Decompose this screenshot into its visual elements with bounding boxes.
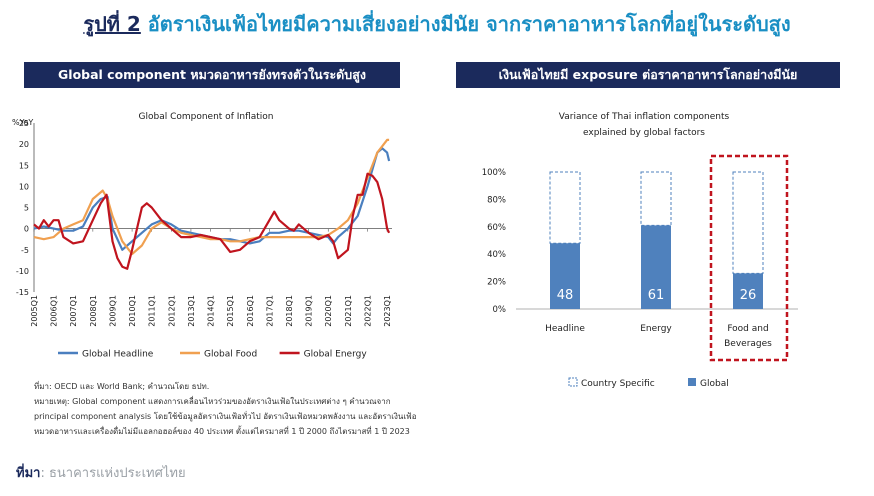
left-note-line-3: หมวดอาหารและเครื่องดื่มไม่มีแอลกอฮอล์ของ…: [34, 427, 410, 436]
bar-data-label: 48: [557, 288, 574, 303]
bar-global: [641, 225, 671, 309]
left-panel-header: Global component หมวดอาหารยังทรงตัวในระด…: [24, 62, 400, 88]
y-tick-label: 0%: [493, 305, 507, 315]
y-tick-label: 100%: [482, 168, 506, 178]
x-tick-label: 2015Q1: [226, 295, 235, 327]
legend-label-global: Global: [700, 379, 729, 389]
x-tick-label: 2009Q1: [108, 295, 117, 327]
y-tick-label: 5: [24, 204, 29, 213]
bar-chart: Variance of Thai inflation components exp…: [482, 112, 798, 389]
y-tick-label: 10: [19, 182, 29, 191]
right-panel-header: เงินเฟ้อไทยมี exposure ต่อราคาอาหารโลกอย…: [456, 62, 840, 88]
bar-country-specific: [732, 171, 764, 274]
bar-country-specific: [549, 171, 581, 244]
highlight-box: [709, 154, 789, 362]
series-line-global-food: [33, 138, 390, 256]
x-tick-label: 2016Q1: [246, 295, 255, 327]
y-tick-label: 20: [19, 140, 29, 149]
y-tick-label: 80%: [487, 195, 506, 205]
figure-title: อัตราเงินเฟ้อไทยมีความเสี่ยงอย่างมีนัย จ…: [140, 12, 791, 36]
y-tick-label: 40%: [487, 250, 506, 260]
legend-label-global-food: Global Food: [204, 350, 257, 360]
left-note-source: ที่มา: OECD และ World Bank; คำนวณโดย ธปท…: [34, 382, 210, 391]
x-tick-label: 2020Q1: [324, 295, 333, 327]
x-tick-label: 2005Q1: [30, 295, 39, 327]
source-text: : ธนาคารแห่งประเทศไทย: [40, 466, 186, 481]
y-tick-label: 20%: [487, 278, 506, 288]
y-axis-unit: %YoY: [12, 118, 33, 127]
y-tick-label: 15: [19, 161, 29, 170]
bar-data-label: 26: [740, 288, 757, 303]
source-label: ที่มา: [16, 466, 41, 481]
y-tick-label: 25: [19, 119, 29, 128]
page-title: รูปที่ 2 อัตราเงินเฟ้อไทยมีความเสี่ยงอย่…: [0, 8, 874, 40]
bar-global: [733, 273, 763, 309]
line-chart-title: Global Component of Inflation: [139, 112, 274, 122]
bar-chart-title-line-2: explained by global factors: [583, 128, 705, 138]
x-tick-label: 2010Q1: [128, 295, 137, 327]
x-tick-label: 2021Q1: [344, 295, 353, 327]
bar-chart-title-line-1: Variance of Thai inflation components: [559, 112, 730, 122]
x-tick-label: 2012Q1: [167, 295, 176, 327]
y-tick-label: 60%: [487, 223, 506, 233]
x-tick-label: 2022Q1: [363, 295, 372, 327]
y-tick-label: -10: [16, 267, 29, 276]
x-category-label: Headline: [545, 324, 585, 334]
bar-country-specific: [640, 171, 672, 226]
x-category-label: Beverages: [724, 339, 772, 349]
legend-label-global-headline: Global Headline: [82, 350, 154, 360]
left-note-line-1: หมายเหตุ: Global component แสดงการเคลื่อ…: [34, 397, 391, 406]
legend-label-global-energy: Global Energy: [304, 350, 368, 360]
y-tick-label: -15: [16, 288, 29, 297]
x-tick-label: 2014Q1: [207, 295, 216, 327]
x-tick-label: 2019Q1: [305, 295, 314, 327]
series-line-global-energy: [33, 172, 391, 270]
y-tick-label: 0: [24, 225, 29, 234]
bar-global: [550, 243, 580, 309]
x-tick-label: 2013Q1: [187, 295, 196, 327]
y-tick-label: -5: [21, 246, 29, 255]
source-footer: ที่มา: ธนาคารแห่งประเทศไทย: [16, 462, 186, 483]
legend-label-country-specific: Country Specific: [581, 379, 655, 389]
x-category-label: Energy: [640, 324, 672, 334]
legend-swatch-country-specific: [568, 377, 578, 387]
x-tick-label: 2011Q1: [148, 295, 157, 327]
x-tick-label: 2006Q1: [50, 295, 59, 327]
x-tick-label: 2017Q1: [265, 295, 274, 327]
bar-data-label: 61: [648, 288, 665, 303]
figure-number: รูปที่ 2: [83, 12, 141, 36]
x-category-label: Food and: [727, 324, 768, 334]
x-tick-label: 2008Q1: [89, 295, 98, 327]
x-tick-label: 2023Q1: [383, 295, 392, 327]
x-tick-label: 2007Q1: [69, 295, 78, 327]
left-note-line-2: principal component analysis โดยใช้ข้อมู…: [34, 412, 417, 421]
legend-swatch-global: [688, 378, 696, 386]
x-tick-label: 2018Q1: [285, 295, 294, 327]
